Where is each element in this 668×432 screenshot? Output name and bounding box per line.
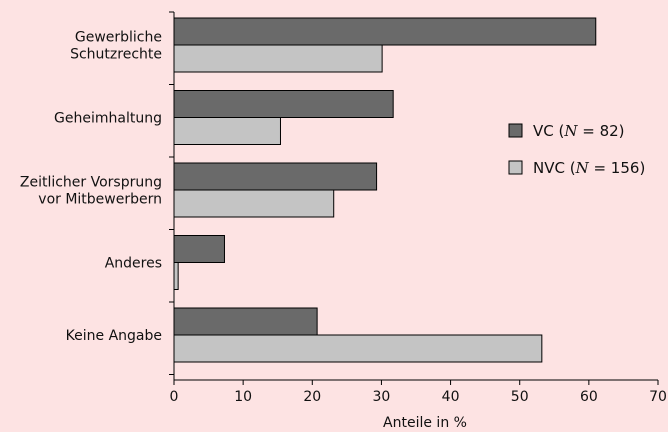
bar-vc-2 [173,162,378,191]
category-label: Schutzrechte [70,47,162,63]
bar-nvc-3 [173,262,179,290]
bar-nvc-1 [173,117,281,145]
x-tick-label: 40 [442,389,460,405]
bars-group [173,17,597,363]
axes-group [169,11,659,385]
x-tick-label: 0 [170,389,179,405]
category-label: Gewerbliche [75,30,162,46]
x-axis-label: Anteile in % [383,415,467,431]
category-label: Anderes [105,256,162,272]
x-tick-label: 20 [303,389,321,405]
legend-label-vc: VC (N = 82) [533,122,625,140]
legend: VC (N = 82) NVC (N = 156) [508,122,645,177]
bar-vc-1 [173,90,394,118]
bar-vc-3 [173,235,225,263]
category-label: Geheimhaltung [54,111,162,127]
bar-nvc-4 [173,334,543,363]
x-tick-label: 10 [234,389,252,405]
bar-vc-0 [173,17,597,46]
category-label: Zeitlicher Vorsprung [20,175,162,191]
x-tick-label: 50 [511,389,529,405]
category-label: vor Mitbewerbern [38,192,162,208]
bar-nvc-0 [173,44,383,73]
x-tick-labels: 0 10 20 30 40 50 60 70 [170,389,667,405]
x-tick-label: 70 [649,389,667,405]
bar-nvc-2 [173,189,335,218]
category-label: Keine Angabe [66,328,162,344]
legend-swatch-nvc [508,160,523,175]
legend-swatch-vc [508,123,523,138]
x-tick-label: 60 [580,389,598,405]
bar-vc-4 [173,307,318,336]
x-tick-label: 30 [373,389,391,405]
legend-label-nvc: NVC (N = 156) [533,159,645,177]
